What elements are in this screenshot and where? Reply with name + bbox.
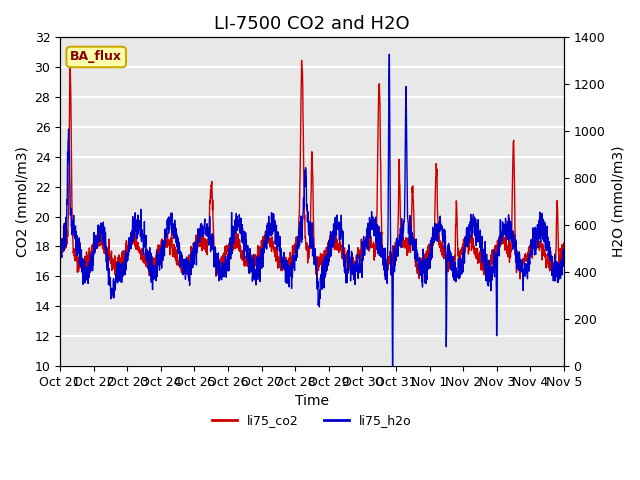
Legend: li75_co2, li75_h2o: li75_co2, li75_h2o xyxy=(207,409,417,432)
Y-axis label: CO2 (mmol/m3): CO2 (mmol/m3) xyxy=(15,146,29,257)
X-axis label: Time: Time xyxy=(295,394,329,408)
Text: BA_flux: BA_flux xyxy=(70,50,122,63)
Y-axis label: H2O (mmol/m3): H2O (mmol/m3) xyxy=(611,146,625,257)
Title: LI-7500 CO2 and H2O: LI-7500 CO2 and H2O xyxy=(214,15,410,33)
